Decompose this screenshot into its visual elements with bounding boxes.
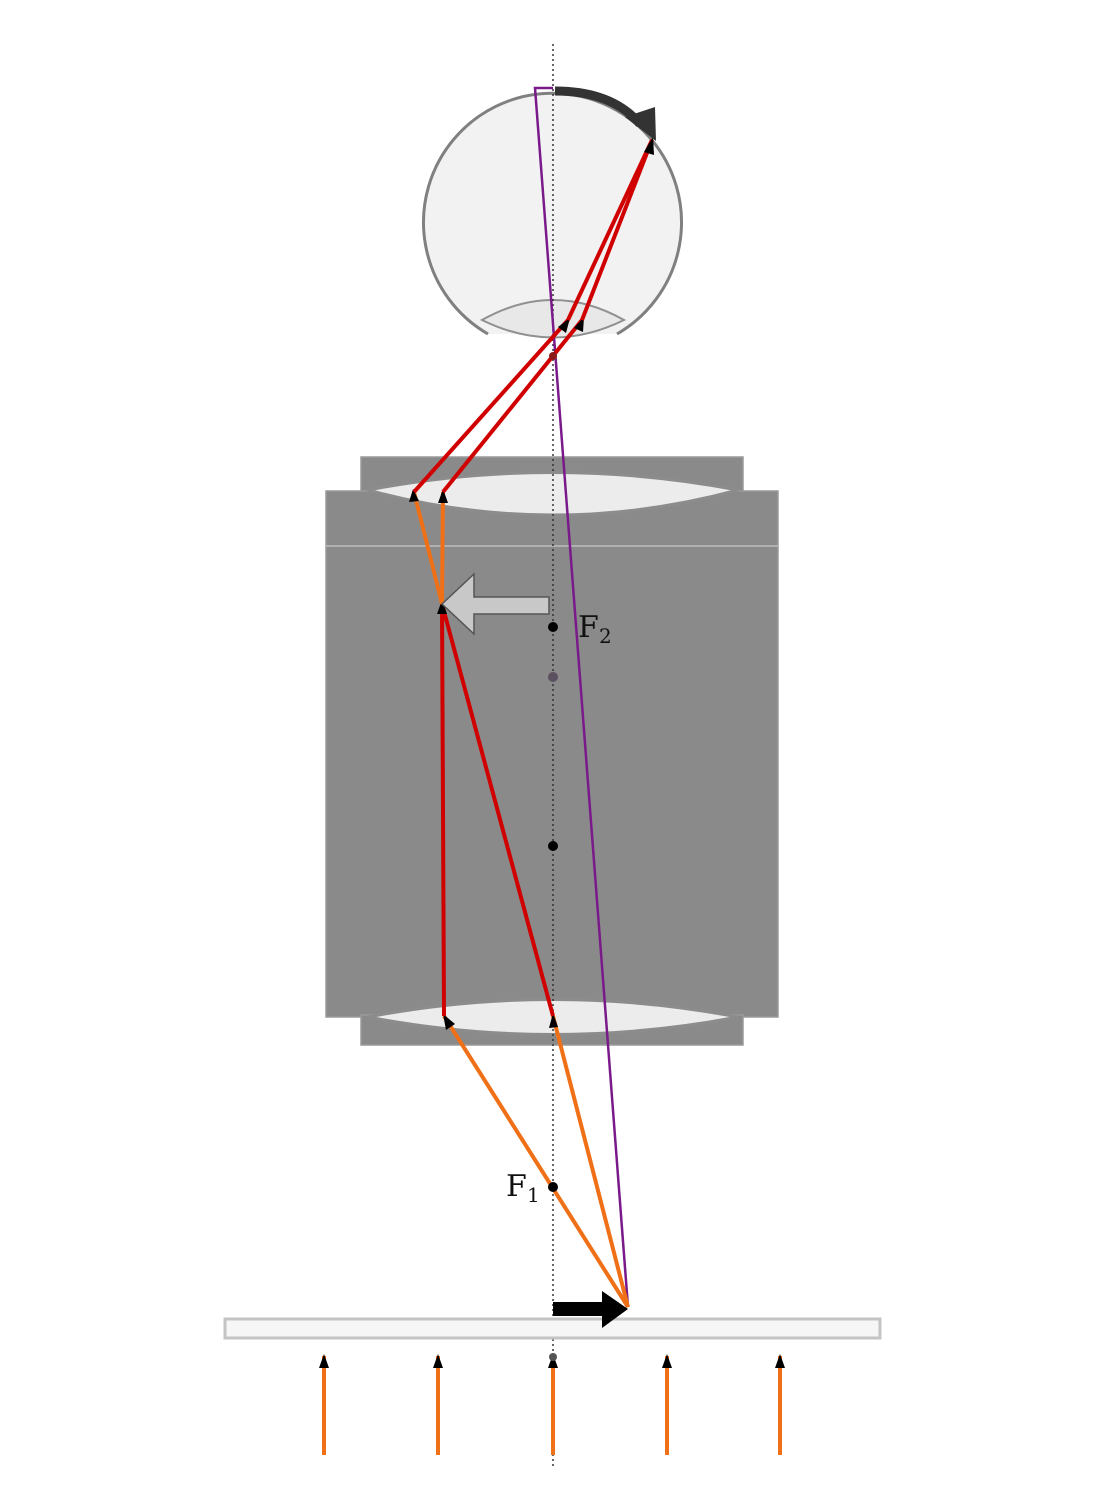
axis-point bbox=[549, 1353, 557, 1361]
specimen-slide bbox=[223, 1317, 882, 1340]
object-arrow bbox=[553, 1291, 628, 1328]
microscope-tube bbox=[325, 456, 779, 1046]
image-side-rays bbox=[409, 489, 448, 605]
incoming-light-arrows bbox=[319, 1354, 785, 1455]
focal-point-f2 bbox=[548, 622, 558, 632]
label-f1-main: F bbox=[506, 1169, 527, 1204]
label-f1: F 1 bbox=[506, 1169, 540, 1207]
retina-image-arrow bbox=[554, 86, 656, 141]
eyepiece-lens bbox=[367, 471, 739, 517]
label-f2-main: F bbox=[578, 610, 599, 645]
intermediate-image-arrow bbox=[440, 572, 550, 636]
tube-rays bbox=[437, 600, 555, 1017]
axis-point bbox=[548, 841, 558, 851]
object-side-rays bbox=[442, 1013, 630, 1309]
eye-nodal-point bbox=[549, 352, 557, 360]
label-f2-sub: 2 bbox=[599, 624, 612, 648]
label-f2: F 2 bbox=[578, 610, 612, 648]
chief-ray bbox=[533, 86, 630, 1308]
eye-rays bbox=[412, 137, 654, 494]
focal-point-f1 bbox=[548, 1182, 558, 1192]
label-f1-sub: 1 bbox=[527, 1183, 540, 1207]
axis-point bbox=[548, 672, 558, 682]
